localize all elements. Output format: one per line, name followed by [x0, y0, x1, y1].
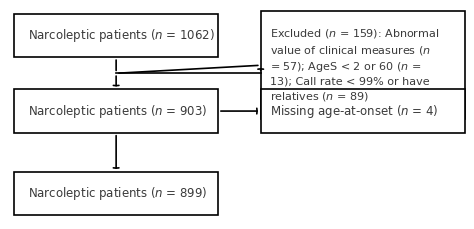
FancyBboxPatch shape: [261, 89, 465, 133]
FancyBboxPatch shape: [14, 172, 218, 215]
Text: Narcoleptic patients ($n$ = 903): Narcoleptic patients ($n$ = 903): [28, 103, 208, 120]
FancyBboxPatch shape: [14, 89, 218, 133]
Text: Narcoleptic patients ($n$ = 899): Narcoleptic patients ($n$ = 899): [28, 185, 208, 202]
Text: Narcoleptic patients ($n$ = 1062): Narcoleptic patients ($n$ = 1062): [28, 27, 216, 44]
Text: Missing age-at-onset ($n$ = 4): Missing age-at-onset ($n$ = 4): [270, 103, 438, 120]
Text: Excluded ($n$ = 159): Abnormal
value of clinical measures ($n$
= 57); AgeS < 2 o: Excluded ($n$ = 159): Abnormal value of …: [270, 27, 439, 103]
FancyBboxPatch shape: [14, 14, 218, 57]
FancyBboxPatch shape: [261, 11, 465, 119]
